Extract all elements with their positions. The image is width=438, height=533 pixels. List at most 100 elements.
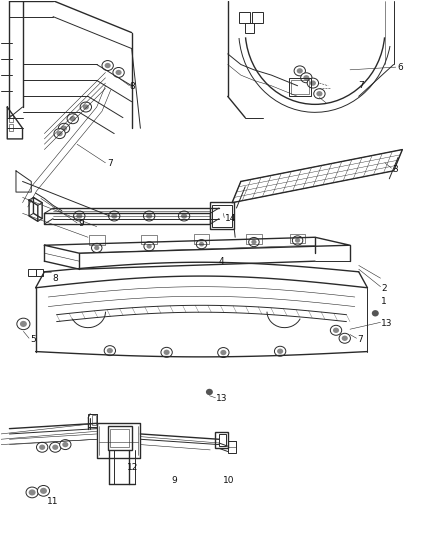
Ellipse shape	[339, 333, 350, 343]
Bar	[215, 432, 228, 448]
Ellipse shape	[294, 66, 305, 76]
Ellipse shape	[107, 348, 113, 353]
Ellipse shape	[83, 104, 89, 110]
Bar	[245, 23, 254, 33]
Bar	[141, 235, 157, 244]
Bar	[88, 414, 97, 427]
Text: 1: 1	[381, 296, 387, 305]
Ellipse shape	[74, 211, 85, 221]
Text: 6: 6	[397, 63, 403, 71]
Ellipse shape	[292, 236, 303, 245]
Ellipse shape	[196, 239, 207, 249]
Ellipse shape	[109, 211, 120, 221]
Text: 13: 13	[216, 394, 228, 403]
Bar	[219, 434, 226, 446]
Ellipse shape	[275, 346, 286, 356]
Ellipse shape	[40, 488, 47, 494]
Ellipse shape	[104, 346, 116, 356]
Ellipse shape	[105, 63, 111, 68]
Ellipse shape	[94, 246, 99, 250]
Ellipse shape	[113, 68, 124, 77]
Ellipse shape	[277, 349, 283, 354]
Ellipse shape	[316, 91, 322, 96]
Ellipse shape	[62, 442, 68, 447]
Bar	[89, 235, 105, 245]
Text: 7: 7	[357, 335, 363, 344]
Ellipse shape	[60, 440, 71, 449]
Text: 8: 8	[130, 82, 135, 91]
Ellipse shape	[102, 61, 113, 70]
Ellipse shape	[147, 244, 152, 248]
Text: 3: 3	[393, 165, 399, 174]
Ellipse shape	[49, 442, 61, 452]
Ellipse shape	[295, 238, 300, 243]
Bar	[9, 124, 13, 131]
Ellipse shape	[249, 238, 259, 247]
Text: 9: 9	[172, 477, 177, 485]
Bar	[246, 234, 262, 244]
Ellipse shape	[218, 348, 229, 358]
Ellipse shape	[111, 213, 117, 219]
Bar	[289, 78, 311, 96]
Ellipse shape	[342, 336, 348, 341]
Ellipse shape	[57, 131, 63, 136]
Ellipse shape	[92, 243, 102, 253]
Ellipse shape	[251, 240, 257, 244]
Ellipse shape	[39, 445, 45, 450]
Ellipse shape	[54, 128, 65, 139]
Ellipse shape	[144, 211, 155, 221]
Text: 2: 2	[381, 284, 387, 293]
Bar	[28, 269, 35, 276]
Ellipse shape	[70, 116, 76, 122]
Text: 9: 9	[78, 220, 84, 229]
Ellipse shape	[199, 242, 204, 246]
Ellipse shape	[20, 321, 27, 327]
Ellipse shape	[220, 350, 226, 355]
Ellipse shape	[161, 348, 172, 357]
Bar	[194, 235, 209, 244]
Text: 4: 4	[219, 257, 225, 265]
Text: 14: 14	[225, 214, 236, 223]
Text: 8: 8	[52, 273, 58, 282]
Ellipse shape	[330, 325, 342, 335]
Ellipse shape	[67, 114, 78, 124]
Text: 10: 10	[223, 477, 235, 485]
Ellipse shape	[333, 328, 339, 333]
Ellipse shape	[310, 80, 316, 86]
Ellipse shape	[372, 310, 379, 317]
Bar	[228, 441, 236, 447]
Ellipse shape	[17, 318, 30, 329]
Bar	[239, 12, 250, 23]
Ellipse shape	[314, 89, 325, 99]
Ellipse shape	[163, 350, 170, 355]
Bar	[290, 234, 305, 244]
Ellipse shape	[28, 489, 35, 496]
Ellipse shape	[181, 213, 187, 219]
Bar	[92, 415, 96, 425]
Bar	[210, 201, 234, 229]
Bar	[212, 205, 232, 227]
Ellipse shape	[52, 445, 58, 450]
Text: 13: 13	[381, 319, 393, 328]
Ellipse shape	[26, 487, 38, 498]
Bar	[36, 269, 43, 276]
Ellipse shape	[300, 73, 312, 83]
Bar	[9, 115, 13, 122]
Ellipse shape	[58, 123, 70, 133]
Bar	[228, 441, 236, 453]
Bar	[252, 12, 263, 23]
Bar	[291, 80, 308, 94]
Ellipse shape	[144, 241, 154, 251]
Ellipse shape	[116, 70, 122, 75]
Ellipse shape	[37, 486, 49, 496]
Text: 7: 7	[359, 81, 364, 90]
Ellipse shape	[297, 68, 303, 74]
Ellipse shape	[80, 102, 92, 112]
Text: 5: 5	[30, 335, 36, 344]
Ellipse shape	[206, 389, 213, 395]
Ellipse shape	[146, 213, 152, 219]
Bar	[108, 426, 132, 450]
Text: 12: 12	[127, 463, 139, 472]
Ellipse shape	[36, 442, 48, 452]
Ellipse shape	[61, 126, 67, 131]
